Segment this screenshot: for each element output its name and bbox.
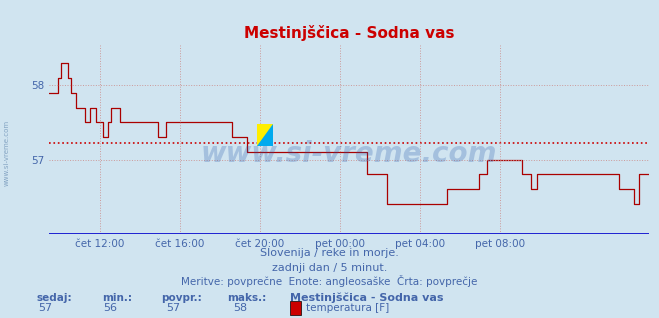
- Text: Mestinjščica - Sodna vas: Mestinjščica - Sodna vas: [290, 292, 444, 302]
- Text: min.:: min.:: [102, 293, 132, 302]
- Text: Meritve: povprečne  Enote: angleosaške  Črta: povprečje: Meritve: povprečne Enote: angleosaške Čr…: [181, 275, 478, 287]
- Polygon shape: [256, 124, 273, 146]
- Polygon shape: [256, 124, 273, 146]
- Text: www.si-vreme.com: www.si-vreme.com: [201, 140, 498, 168]
- Text: maks.:: maks.:: [227, 293, 267, 302]
- Text: Slovenija / reke in morje.: Slovenija / reke in morje.: [260, 248, 399, 258]
- Text: zadnji dan / 5 minut.: zadnji dan / 5 minut.: [272, 263, 387, 273]
- Text: temperatura [F]: temperatura [F]: [306, 303, 389, 313]
- Text: povpr.:: povpr.:: [161, 293, 202, 302]
- Text: 57: 57: [38, 303, 52, 313]
- Text: 58: 58: [233, 303, 248, 313]
- Text: www.si-vreme.com: www.si-vreme.com: [3, 120, 10, 186]
- Text: 56: 56: [103, 303, 117, 313]
- Title: Mestinjščica - Sodna vas: Mestinjščica - Sodna vas: [244, 24, 455, 41]
- Text: sedaj:: sedaj:: [36, 293, 72, 302]
- Text: 57: 57: [166, 303, 181, 313]
